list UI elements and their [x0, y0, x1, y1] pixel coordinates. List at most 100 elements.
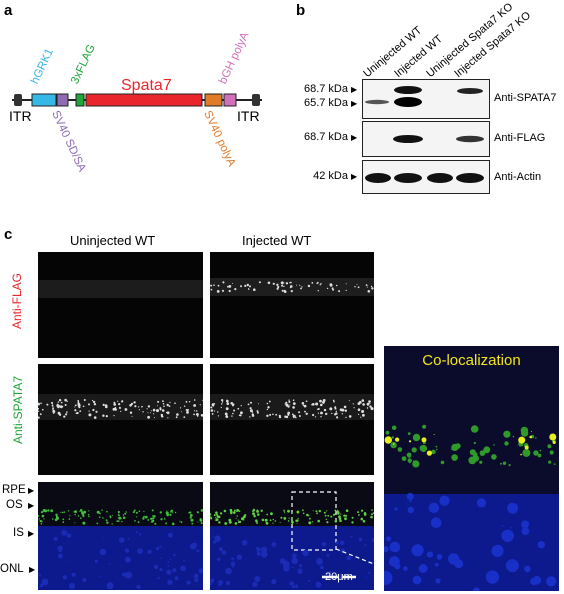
fluorescence-speckle — [325, 518, 327, 520]
fluorescence-speckle — [118, 514, 120, 517]
fluorescence-speckle — [125, 548, 130, 553]
antibody-actin: Anti-Actin — [494, 171, 542, 183]
fluorescence-speckle — [236, 515, 238, 517]
fluorescence-speckle — [283, 510, 285, 512]
micro-flag-injected — [210, 252, 374, 358]
fluorescence-speckle — [82, 577, 87, 583]
fluorescence-speckle — [354, 286, 356, 288]
fluorescence-speckle — [119, 537, 125, 543]
fluorescence-speckle — [136, 531, 139, 534]
fluorescence-speckle — [212, 540, 217, 544]
fluorescence-speckle — [121, 544, 123, 546]
fluorescence-speckle — [163, 405, 165, 408]
fluorescence-speckle — [299, 284, 301, 286]
fluorescence-speckle — [92, 400, 96, 404]
fluorescence-speckle — [129, 404, 132, 407]
fluorescence-speckle — [521, 520, 530, 529]
fluorescence-speckle — [395, 437, 400, 442]
row-label-anti-spata7: Anti-SPATA7 — [11, 375, 25, 445]
fluorescence-speckle — [58, 549, 62, 553]
fluorescence-speckle — [193, 399, 196, 401]
fluorescence-speckle — [221, 401, 224, 403]
fluorescence-speckle — [271, 542, 277, 547]
fluorescence-speckle — [102, 414, 105, 417]
fluorescence-speckle — [152, 515, 154, 517]
fluorescence-speckle — [440, 460, 445, 465]
fluorescence-speckle — [290, 517, 293, 519]
fluorescence-speckle — [66, 533, 72, 538]
fluorescence-speckle — [430, 517, 442, 528]
marker-arrow: ▶ — [351, 133, 358, 142]
fluorescence-speckle — [292, 399, 295, 401]
fluorescence-speckle — [240, 411, 243, 415]
fluorescence-speckle — [322, 399, 326, 402]
fluorescence-speckle — [272, 413, 274, 416]
fluorescence-speckle — [288, 399, 290, 401]
fluorescence-speckle — [348, 415, 352, 418]
fluorescence-speckle — [296, 510, 300, 514]
fluorescence-speckle — [271, 579, 277, 585]
fluorescence-speckle — [549, 433, 557, 441]
fluorescence-speckle — [370, 407, 372, 409]
fluorescence-speckle — [295, 416, 297, 419]
fluorescence-speckle — [391, 425, 397, 431]
fluorescence-speckle — [62, 518, 65, 521]
fluorescence-speckle — [132, 511, 135, 514]
fluorescence-speckle — [50, 509, 54, 513]
fluorescence-speckle — [524, 445, 529, 450]
fluorescence-speckle — [546, 576, 557, 587]
blot-spata7 — [362, 79, 490, 119]
layer-label-os: OS — [6, 499, 23, 511]
fluorescence-speckle — [275, 413, 278, 416]
fluorescence-speckle — [213, 284, 215, 286]
fluorescence-speckle — [219, 512, 223, 515]
fluorescence-speckle — [156, 409, 159, 413]
fluorescence-speckle — [530, 431, 532, 433]
fluorescence-speckle — [276, 287, 279, 290]
fluorescence-speckle — [329, 284, 333, 287]
fluorescence-speckle — [213, 514, 216, 517]
fluorescence-speckle — [231, 283, 233, 285]
fluorescence-speckle — [62, 511, 64, 514]
fluorescence-speckle — [166, 569, 172, 575]
fluorescence-speckle — [93, 403, 97, 406]
fluorescence-speckle — [321, 542, 327, 547]
fluorescence-speckle — [289, 404, 291, 406]
fluorescence-speckle — [136, 516, 138, 518]
fluorescence-speckle — [317, 290, 319, 292]
fluorescence-speckle — [124, 408, 128, 411]
fluorescence-speckle — [370, 285, 373, 288]
fluorescence-speckle — [196, 511, 199, 514]
fluorescence-speckle — [287, 405, 290, 408]
fluorescence-speckle — [315, 402, 319, 406]
fluorescence-speckle — [326, 287, 329, 290]
fluorescence-speckle — [312, 403, 315, 406]
fluorescence-speckle — [502, 461, 507, 465]
fluorescence-speckle — [479, 460, 483, 464]
fluorescence-speckle — [210, 517, 213, 520]
fluorescence-speckle — [345, 283, 347, 285]
fluorescence-speckle — [260, 546, 268, 554]
fluorescence-speckle — [119, 407, 121, 409]
fluorescence-speckle — [120, 410, 122, 412]
fluorescence-speckle — [249, 409, 253, 413]
fluorescence-speckle — [189, 543, 197, 550]
fluorescence-speckle — [174, 576, 179, 581]
fluorescence-speckle — [217, 284, 220, 287]
fluorescence-speckle — [408, 440, 412, 443]
fluorescence-speckle — [358, 537, 363, 542]
fluorescence-speckle — [117, 400, 119, 402]
fluorescence-speckle — [210, 284, 213, 287]
fluorescence-speckle — [52, 408, 54, 410]
fluorescence-speckle — [385, 430, 390, 435]
fluorescence-speckle — [96, 522, 99, 525]
fluorescence-speckle — [346, 555, 351, 561]
fluorescence-speckle — [231, 557, 234, 561]
fluorescence-speckle — [225, 415, 229, 418]
fluorescence-speckle — [407, 458, 412, 463]
fluorescence-speckle — [113, 403, 116, 406]
fluorescence-speckle — [142, 517, 145, 520]
antibody-flag: Anti-FLAG — [494, 132, 546, 144]
fluorescence-speckle — [52, 410, 56, 413]
fluorescence-speckle — [198, 568, 203, 574]
